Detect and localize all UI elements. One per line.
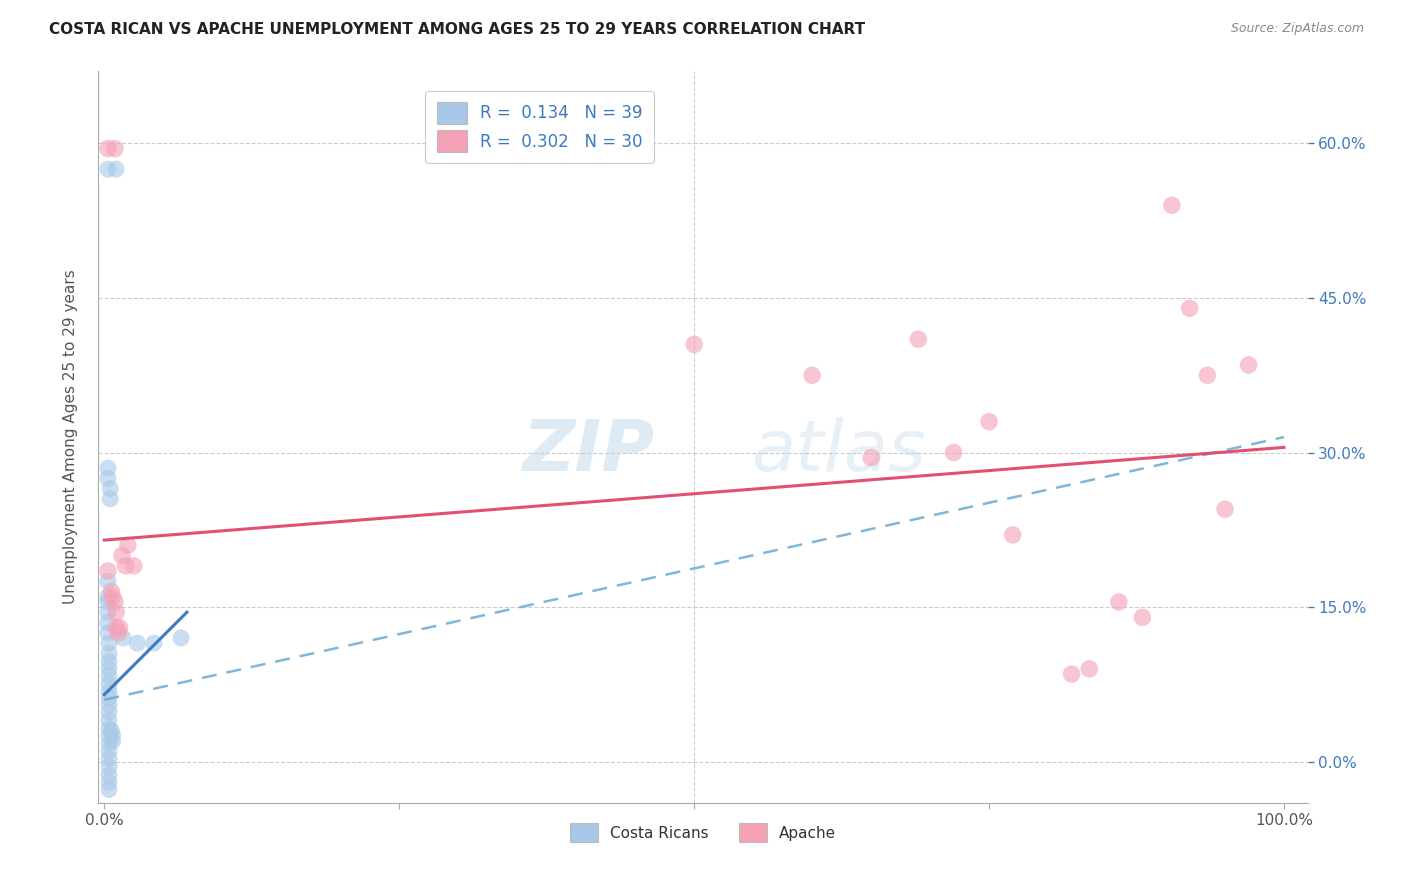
Point bbox=[122, 558, 145, 573]
Point bbox=[942, 445, 965, 459]
Point bbox=[112, 631, 135, 645]
Point bbox=[97, 162, 120, 177]
Point bbox=[114, 558, 136, 573]
Point bbox=[105, 162, 128, 177]
Point bbox=[98, 751, 121, 765]
Point bbox=[100, 723, 122, 738]
Point bbox=[104, 142, 127, 156]
Point bbox=[98, 669, 121, 683]
Point bbox=[97, 605, 120, 619]
Point bbox=[907, 332, 929, 346]
Point bbox=[801, 368, 824, 383]
Point bbox=[977, 415, 1000, 429]
Point bbox=[170, 631, 193, 645]
Point bbox=[97, 590, 120, 604]
Point bbox=[98, 482, 121, 496]
Point bbox=[111, 549, 134, 563]
Point bbox=[97, 595, 120, 609]
Point bbox=[97, 461, 120, 475]
Point bbox=[1237, 358, 1260, 372]
Point bbox=[97, 564, 120, 578]
Point bbox=[97, 574, 120, 589]
Point bbox=[100, 584, 122, 599]
Point bbox=[97, 625, 120, 640]
Point bbox=[1197, 368, 1219, 383]
Point bbox=[1161, 198, 1184, 212]
Point bbox=[98, 729, 121, 743]
Point bbox=[683, 337, 706, 351]
Point bbox=[1213, 502, 1236, 516]
Point bbox=[1132, 610, 1154, 624]
Point bbox=[98, 684, 121, 698]
Point bbox=[1108, 595, 1130, 609]
Point bbox=[98, 760, 121, 774]
Point bbox=[1060, 667, 1083, 681]
Point bbox=[98, 775, 121, 789]
Point bbox=[98, 722, 121, 736]
Text: Source: ZipAtlas.com: Source: ZipAtlas.com bbox=[1230, 22, 1364, 36]
Point bbox=[98, 677, 121, 691]
Point bbox=[98, 647, 121, 661]
Point bbox=[97, 471, 120, 485]
Point bbox=[142, 636, 165, 650]
Y-axis label: Unemployment Among Ages 25 to 29 years: Unemployment Among Ages 25 to 29 years bbox=[63, 269, 77, 605]
Point bbox=[1001, 528, 1024, 542]
Text: atlas: atlas bbox=[751, 417, 927, 486]
Text: COSTA RICAN VS APACHE UNEMPLOYMENT AMONG AGES 25 TO 29 YEARS CORRELATION CHART: COSTA RICAN VS APACHE UNEMPLOYMENT AMONG… bbox=[49, 22, 865, 37]
Point bbox=[105, 621, 128, 635]
Point bbox=[98, 491, 121, 506]
Point bbox=[98, 662, 121, 676]
Point bbox=[98, 714, 121, 728]
Point bbox=[117, 538, 139, 552]
Text: ZIP: ZIP bbox=[523, 417, 655, 486]
Point bbox=[98, 768, 121, 782]
Point bbox=[107, 625, 129, 640]
Point bbox=[98, 636, 121, 650]
Point bbox=[860, 450, 883, 465]
Legend: Costa Ricans, Apache: Costa Ricans, Apache bbox=[562, 815, 844, 850]
Point bbox=[108, 621, 131, 635]
Point bbox=[98, 698, 121, 712]
Point bbox=[98, 744, 121, 758]
Point bbox=[101, 734, 124, 748]
Point bbox=[101, 729, 124, 743]
Point bbox=[97, 615, 120, 630]
Point bbox=[1078, 662, 1101, 676]
Point bbox=[97, 142, 120, 156]
Point bbox=[127, 636, 149, 650]
Point bbox=[101, 590, 124, 604]
Point bbox=[98, 782, 121, 797]
Point bbox=[98, 736, 121, 750]
Point bbox=[98, 690, 121, 705]
Point bbox=[105, 605, 128, 619]
Point bbox=[1178, 301, 1201, 316]
Point bbox=[98, 705, 121, 719]
Point bbox=[98, 655, 121, 669]
Point bbox=[104, 595, 127, 609]
